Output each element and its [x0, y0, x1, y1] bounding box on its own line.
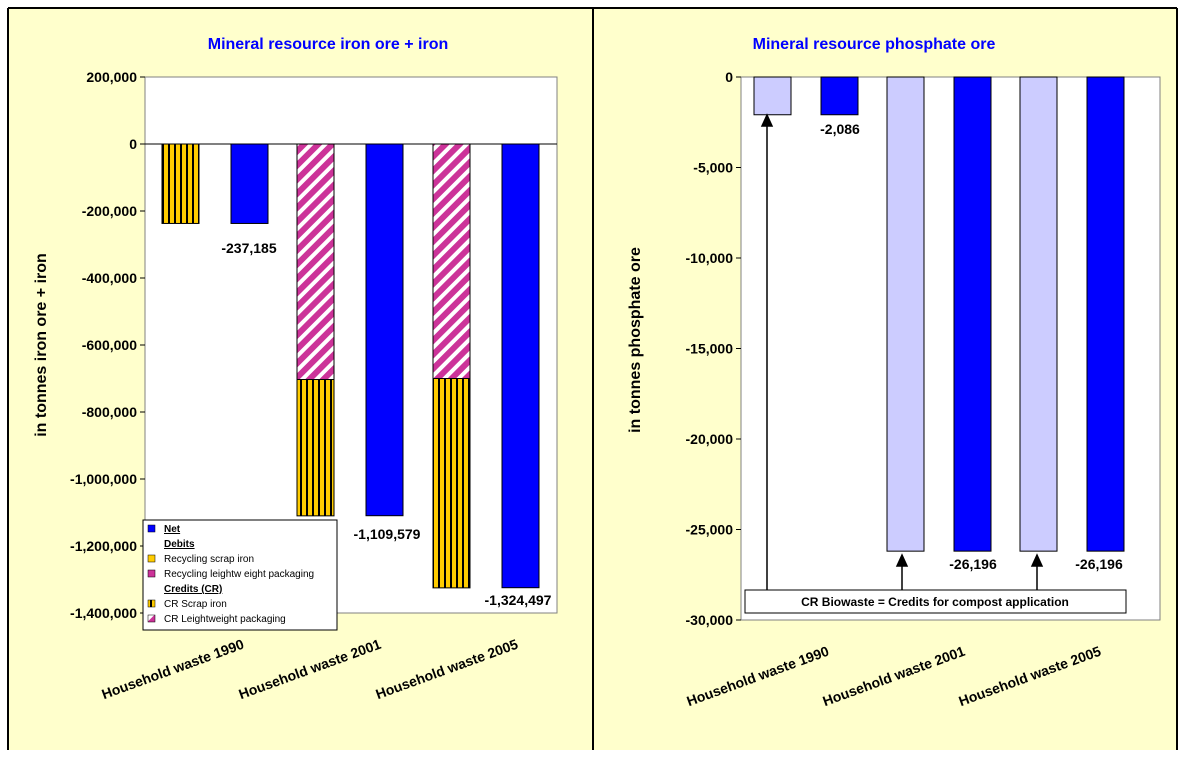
bar-net — [1086, 76, 1125, 552]
right-y-tick-label: -15,000 — [686, 341, 734, 357]
bar-cr-scrap-iron — [296, 379, 335, 517]
arrowhead-1990 — [760, 113, 774, 127]
left-data-label-1990: -237,185 — [221, 240, 276, 256]
legend-box — [142, 519, 338, 631]
left-y-tick-label: -200,000 — [82, 203, 137, 219]
legend-label-cr-scrap-iron: CR Scrap iron — [164, 599, 227, 610]
legend-swatch-cr-packaging — [147, 614, 156, 623]
legend-swatch-cr-scrap-iron — [147, 599, 156, 608]
legend-label-cr-packaging: CR Leightweight packaging — [164, 614, 286, 625]
legend-label-recycling-scrap-iron: Recycling scrap iron — [164, 554, 254, 565]
left-data-label-2001: -1,109,579 — [354, 526, 421, 542]
right-bars — [753, 76, 1125, 552]
legend-label-net: Net — [164, 524, 181, 535]
right-y-tick-label: -20,000 — [686, 431, 734, 447]
left-y-tick-label: 200,000 — [86, 69, 137, 85]
right-y-ticks: 0 -5,000 -10,000 -15,000 -20,000 -25,000 -30,0… — [686, 69, 741, 628]
left-y-tick-label: -600,000 — [82, 337, 137, 353]
right-annotation-arrows — [760, 113, 1044, 590]
bar-cr-biowaste — [753, 76, 792, 116]
bar-cr-biowaste — [1019, 76, 1058, 552]
left-y-ticks: 200,000 0 -200,000 -400,000 -600,000 -800,000… — [70, 69, 145, 621]
legend-swatch-net — [147, 524, 156, 533]
legend-swatch-recycling-scrap-iron — [147, 554, 156, 563]
right-chart-title: Mineral resource phosphate ore — [753, 36, 996, 53]
left-y-tick-label: -1,000,000 — [70, 471, 137, 487]
bar-cr-biowaste — [886, 76, 925, 552]
bar-cr-packaging — [296, 143, 335, 381]
left-y-tick-label: -800,000 — [82, 404, 137, 420]
legend-header-credits: Credits (CR) — [164, 584, 222, 595]
right-y-tick-label: -5,000 — [693, 160, 733, 176]
bar-net — [365, 143, 404, 517]
right-y-tick-label: 0 — [725, 69, 733, 85]
right-y-tick-label: -10,000 — [686, 250, 734, 266]
left-y-tick-label: -400,000 — [82, 270, 137, 286]
bar-net — [820, 76, 859, 116]
bar-net — [230, 143, 269, 224]
legend-swatch-recycling-packaging — [147, 569, 156, 578]
arrowhead-2001 — [895, 553, 909, 567]
left-data-label-2005: -1,324,497 — [485, 592, 552, 608]
right-y-tick-label: -30,000 — [686, 612, 734, 628]
left-legend: Net Debits Recycling scrap iron Recyclin… — [142, 519, 338, 631]
annotation-text: CR Biowaste = Credits for compost applic… — [801, 595, 1069, 609]
right-y-tick-label: -25,000 — [686, 522, 734, 538]
left-bars — [161, 143, 540, 589]
left-y-tick-label: -1,200,000 — [70, 538, 137, 554]
left-y-tick-label: -1,400,000 — [70, 605, 137, 621]
right-data-label-1990: -2,086 — [820, 121, 860, 137]
bar-cr-scrap-iron — [161, 143, 200, 224]
left-chart-title: Mineral resource iron ore + iron — [208, 36, 449, 53]
right-data-label-2001: -26,196 — [949, 556, 997, 572]
left-y-axis-label: in tonnes iron ore + iron — [33, 253, 50, 437]
legend-header-debits: Debits — [164, 539, 195, 550]
bar-net — [501, 143, 540, 589]
left-data-labels: -237,185 -1,109,579 -1,324,497 — [221, 240, 551, 608]
arrowhead-2005 — [1030, 553, 1044, 567]
bar-cr-packaging — [432, 143, 471, 379]
bar-cr-scrap-iron — [432, 378, 471, 589]
left-y-tick-label: 0 — [129, 136, 137, 152]
legend-label-recycling-packaging: Recycling leightw eight packaging — [164, 569, 314, 580]
right-data-labels: -2,086 -26,196 -26,196 — [820, 121, 1123, 572]
right-data-label-2005: -26,196 — [1075, 556, 1123, 572]
annotation-box — [744, 589, 1127, 614]
right-y-axis-label: in tonnes phosphate ore — [627, 247, 644, 433]
bar-net — [953, 76, 992, 552]
